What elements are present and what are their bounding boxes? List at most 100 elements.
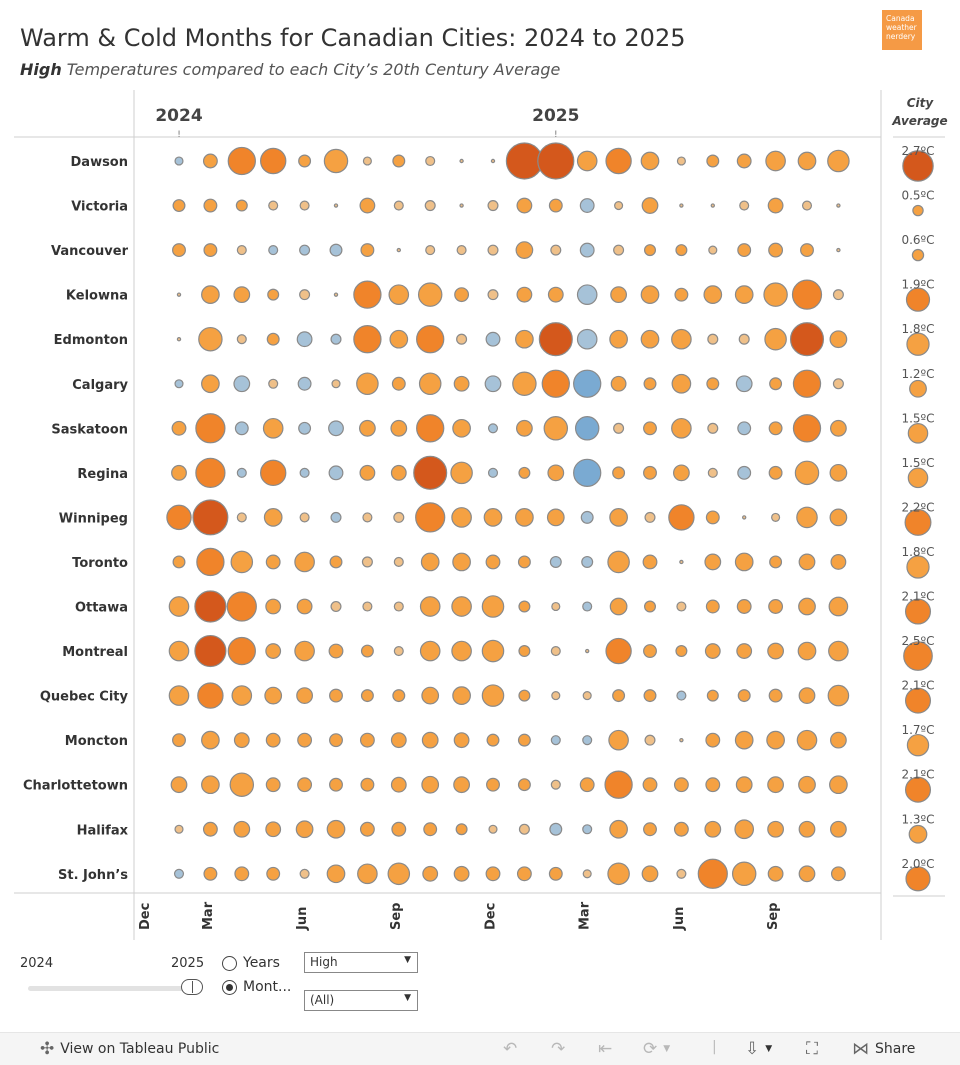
bubble (333, 203, 339, 208)
bubble (192, 499, 229, 536)
average-bubble (906, 733, 930, 757)
bubble (362, 601, 373, 612)
bubble (706, 377, 720, 391)
bubble (194, 590, 227, 623)
radio-months-circle[interactable] (222, 979, 237, 995)
average-bubble (908, 824, 928, 844)
bubble (675, 645, 688, 658)
refresh-button[interactable]: ⟳ ▼ (643, 1039, 670, 1059)
bubble (229, 772, 255, 797)
bubble (360, 644, 374, 658)
bubble (421, 775, 440, 794)
city-average-header: Average (891, 114, 947, 128)
bubble (801, 200, 813, 211)
bubble (605, 147, 632, 175)
bubble (704, 820, 722, 838)
metric-dropdown[interactable]: High ▼ (304, 952, 418, 973)
bubble (296, 331, 313, 348)
bubble (413, 455, 448, 490)
bubble (585, 648, 590, 654)
bubble (609, 819, 628, 839)
bubble (767, 197, 784, 214)
bubble (265, 821, 282, 838)
bubble (792, 414, 822, 443)
bubble (766, 730, 785, 750)
bubble (673, 777, 689, 793)
bubble (767, 776, 784, 794)
city-label: St. John’s (58, 868, 128, 883)
view-on-tableau-button[interactable]: ✣ View on Tableau Public (40, 1039, 219, 1059)
bubble (705, 777, 721, 793)
bubble (679, 203, 684, 208)
bubble (518, 466, 531, 479)
bubble (827, 149, 850, 173)
bubble (170, 776, 188, 794)
bubble (299, 200, 310, 211)
fullscreen-button[interactable]: ⛶ (806, 1039, 818, 1059)
bubble (764, 327, 787, 351)
year-marker: ! (554, 130, 558, 140)
bubble (459, 203, 464, 208)
average-bubble (904, 687, 932, 714)
bubble (487, 200, 499, 212)
bubble (490, 158, 496, 164)
bubble (734, 552, 754, 572)
bubble (452, 686, 471, 705)
bubble (582, 824, 593, 835)
bubble (357, 863, 378, 885)
undo-button[interactable]: ↶ (503, 1039, 517, 1059)
view-on-tableau-label: View on Tableau Public (60, 1041, 220, 1057)
bubble (393, 601, 404, 612)
bubble (576, 284, 598, 305)
bubble (268, 245, 279, 256)
radio-months[interactable]: Mont... (222, 979, 291, 995)
bubble (827, 684, 850, 707)
bubble (485, 331, 501, 347)
bubble (294, 551, 315, 573)
slider-handle[interactable] (181, 979, 203, 995)
bubble (676, 690, 687, 701)
download-button[interactable]: ⇩ ▼ (745, 1039, 772, 1059)
bubble (582, 601, 593, 612)
tableau-icon: ✣ (40, 1039, 55, 1059)
bubble (543, 416, 569, 441)
bubble (576, 328, 598, 350)
bubble (613, 422, 625, 434)
bubble (551, 691, 561, 701)
canada-weather-nerdery-logo[interactable]: Canada weather nerdery (882, 10, 922, 50)
subtitle-text: Temperatures compared to each City’s 20t… (61, 60, 561, 79)
bubble (425, 245, 436, 256)
bubble (641, 865, 659, 883)
revert-button[interactable]: ⇤ (598, 1039, 612, 1059)
bubble (485, 866, 501, 882)
average-bubble (904, 508, 932, 536)
bubble (299, 289, 311, 301)
bubble (299, 244, 311, 256)
redo-button[interactable]: ↷ (551, 1039, 565, 1059)
bubble (333, 292, 339, 297)
bubble (172, 243, 186, 258)
bubble (708, 245, 718, 255)
city-filter-dropdown[interactable]: (All) ▼ (304, 990, 418, 1011)
share-button[interactable]: ⋈ Share (852, 1039, 915, 1059)
bubble (516, 419, 533, 437)
bubble (360, 243, 375, 258)
radio-years-circle[interactable] (222, 955, 237, 971)
bubble (798, 553, 816, 571)
bubble (679, 559, 684, 565)
bubble (391, 376, 406, 391)
bubble (456, 245, 467, 256)
bubble (763, 282, 788, 307)
bubble (581, 555, 594, 568)
city-label: Saskatoon (51, 422, 128, 437)
bubble (673, 821, 689, 837)
city-label: Victoria (71, 200, 128, 215)
bubble (452, 418, 471, 438)
bubble (505, 142, 544, 180)
bubble (541, 369, 570, 398)
bubble (769, 377, 783, 391)
caret-down-icon: ▼ (663, 1044, 671, 1054)
bubble (830, 419, 847, 437)
year-range-slider[interactable] (28, 986, 193, 991)
radio-years[interactable]: Years (222, 955, 280, 971)
